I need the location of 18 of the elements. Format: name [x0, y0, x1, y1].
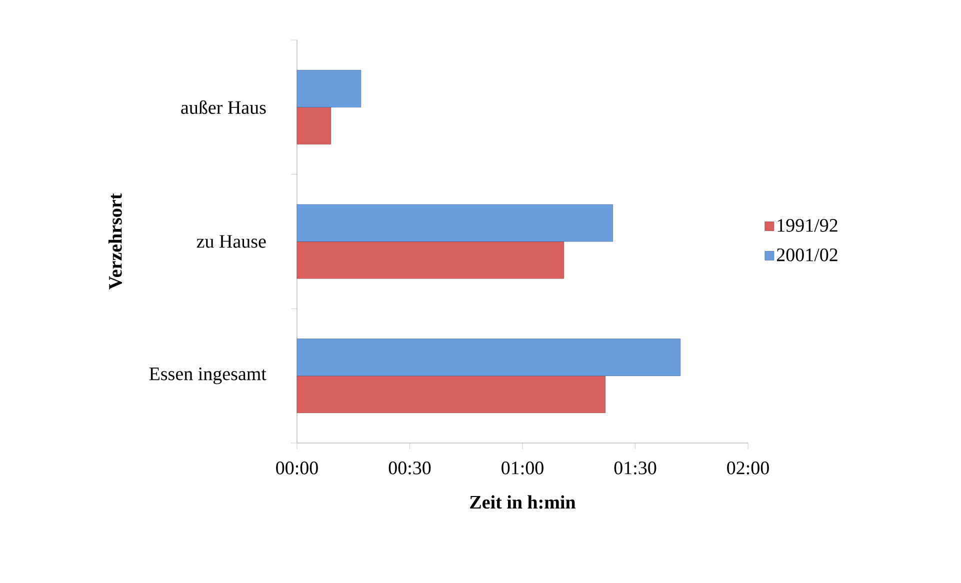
y-tick-label: außer Haus — [181, 100, 266, 114]
legend-label: 2001/02 — [776, 248, 838, 262]
legend-label: 1991/92 — [778, 219, 838, 232]
x-tick-label: 00:30 — [388, 462, 431, 474]
bar — [296, 106, 332, 144]
y-axis-title: Verzehrsort — [108, 193, 122, 290]
bar — [296, 376, 606, 414]
y-tick-label: zu Hause — [196, 235, 266, 248]
x-axis-title: Zeit in h:min — [470, 495, 576, 509]
x-tick-label: 00:00 — [276, 462, 318, 474]
x-tick-label: 02:00 — [727, 462, 769, 474]
y-tick-label: Essen ingesamt — [149, 368, 266, 384]
x-tick-label: 01:00 — [502, 462, 544, 474]
bar — [296, 204, 613, 242]
x-tick-label: 01:30 — [614, 462, 656, 474]
bar — [296, 338, 681, 376]
bar — [296, 70, 362, 108]
bar — [296, 241, 564, 279]
